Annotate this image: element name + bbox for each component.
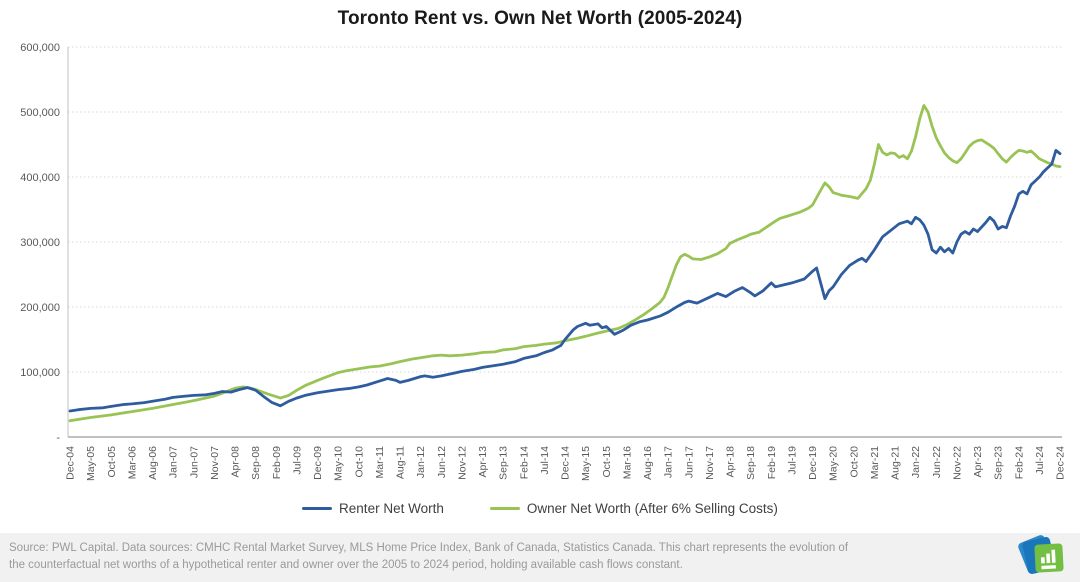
- renter-series-line: [68, 148, 1062, 413]
- owner-series-line: [68, 104, 1062, 423]
- y-axis-label: -: [56, 432, 60, 444]
- x-axis-label: Dec-19: [807, 446, 819, 480]
- y-axis-label: 500,000: [20, 107, 60, 119]
- legend-item-owner: Owner Net Worth (After 6% Selling Costs): [489, 500, 778, 516]
- y-axis-label: 300,000: [20, 237, 60, 249]
- x-axis-label: Apr-13: [477, 446, 489, 478]
- x-axis-label: Jun-12: [436, 446, 448, 478]
- legend-label-owner: Owner Net Worth (After 6% Selling Costs): [526, 500, 778, 516]
- x-axis-label: Jan-17: [663, 446, 675, 478]
- x-axis-label: Jul-09: [291, 446, 303, 475]
- legend-label-renter: Renter Net Worth: [339, 500, 444, 516]
- x-axis-label: Mar-21: [869, 446, 881, 479]
- x-axis-label: Mar-11: [374, 446, 386, 479]
- x-axis-label: Jan-22: [910, 446, 922, 478]
- x-axis-label: Aug-16: [642, 446, 654, 480]
- x-axis-label: Apr-18: [725, 446, 737, 478]
- x-axis-label: Sep-23: [993, 446, 1005, 480]
- x-axis-label: Dec-09: [312, 446, 324, 480]
- x-axis-label: Feb-14: [518, 446, 530, 479]
- x-axis-label: Feb-09: [271, 446, 283, 479]
- x-axis-label: Aug-11: [395, 446, 407, 479]
- x-axis-label: Jun-22: [931, 446, 943, 478]
- x-axis-label: Jan-12: [415, 446, 427, 478]
- x-axis-label: Oct-15: [601, 446, 613, 478]
- x-axis-label: Jul-24: [1034, 446, 1046, 475]
- x-axis-label: Sep-18: [745, 446, 757, 480]
- x-axis-label: Mar-16: [621, 446, 633, 479]
- logo-bar-2: [1046, 553, 1051, 564]
- x-axis-label: Jul-19: [786, 446, 798, 475]
- x-axis-label: Mar-06: [126, 446, 138, 479]
- x-axis-label: Jul-14: [539, 446, 551, 475]
- x-axis-label: May-20: [828, 446, 840, 481]
- x-axis-label: Oct-20: [848, 446, 860, 478]
- line-chart: 600,000 500,000 400,000 300,000 200,000 100,0…: [20, 42, 1067, 481]
- x-axis-label: Jun-07: [188, 446, 200, 478]
- x-axis-label: Nov-22: [951, 446, 963, 480]
- x-axis-label: Apr-08: [230, 446, 242, 478]
- x-axis-label: May-10: [333, 446, 345, 481]
- legend-item-renter: Renter Net Worth: [302, 501, 444, 516]
- y-axis-label: 100,000: [20, 367, 60, 379]
- x-axis-label: Jan-07: [168, 446, 180, 478]
- x-axis-label: Nov-07: [209, 446, 221, 480]
- pwl-logo: [1018, 535, 1064, 574]
- x-axis-label: Feb-19: [766, 446, 778, 479]
- x-axis-label: May-15: [580, 446, 592, 481]
- x-axis-label: Sep-08: [250, 446, 262, 480]
- legend: Renter Net Worth Owner Net Worth (After …: [0, 497, 1080, 519]
- x-axis-label: Aug-21: [890, 446, 902, 480]
- x-axis-label: Aug-06: [147, 446, 159, 480]
- owner-line-swatch: [489, 506, 520, 510]
- x-axis-label: Dec-14: [560, 446, 572, 480]
- y-axis-label: 200,000: [20, 302, 60, 314]
- x-axis-label: Apr-23: [972, 446, 984, 478]
- logo-bar-3: [1051, 549, 1056, 563]
- x-axis-label: Feb-24: [1013, 446, 1025, 479]
- x-axis-label: Nov-12: [456, 446, 468, 480]
- x-axis-label: Oct-10: [353, 446, 365, 478]
- x-axis-label: Dec-04: [65, 446, 77, 480]
- x-axis-label: Jun-17: [683, 446, 695, 478]
- x-axis-label: Sep-13: [498, 446, 510, 480]
- renter-line-swatch: [302, 506, 333, 510]
- logo-bar-1: [1040, 557, 1045, 564]
- footer-bar: Source: PWL Capital. Data sources: CMHC …: [0, 533, 1080, 582]
- x-axis-label: Oct-05: [106, 446, 118, 478]
- y-axis-label: 400,000: [20, 172, 60, 184]
- x-axis-label: Nov-17: [704, 446, 716, 480]
- logo-bar-base: [1041, 565, 1056, 570]
- x-axis-label: May-05: [85, 446, 97, 481]
- logo-green-tile: [1034, 543, 1064, 573]
- chart-title: Toronto Rent vs. Own Net Worth (2005-202…: [337, 8, 743, 29]
- y-axis-label: 600,000: [20, 42, 60, 54]
- x-axis-label: Dec-24: [1055, 446, 1067, 480]
- source-note: Source: PWL Capital. Data sources: CMHC …: [9, 542, 849, 572]
